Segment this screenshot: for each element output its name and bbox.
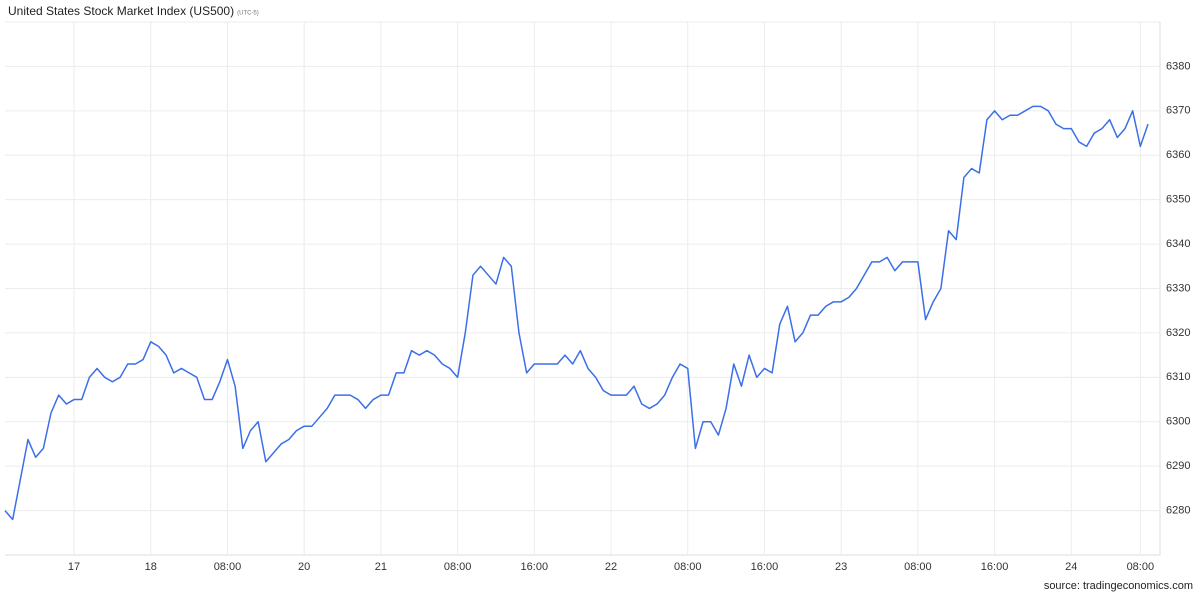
chart-title: United States Stock Market Index (US500): [8, 4, 234, 18]
y-tick-label: 6370: [1166, 105, 1190, 117]
x-tick-label: 22: [605, 561, 617, 573]
y-tick-label: 6310: [1166, 371, 1190, 383]
chart-subtitle: (UTC-5): [237, 11, 259, 17]
y-tick-label: 6350: [1166, 194, 1190, 206]
price-line: [4, 105, 1149, 521]
x-tick-label: 08:00: [674, 561, 702, 573]
y-tick-label: 6290: [1166, 460, 1190, 472]
y-tick-label: 6280: [1166, 504, 1190, 516]
y-tick-label: 6320: [1166, 327, 1190, 339]
x-tick-label: 08:00: [904, 561, 932, 573]
y-tick-label: 6300: [1166, 416, 1190, 428]
x-tick-label: 16:00: [751, 561, 779, 573]
x-tick-label: 23: [835, 561, 847, 573]
x-tick-label: 08:00: [444, 561, 472, 573]
x-tick-label: 16:00: [521, 561, 549, 573]
y-tick-label: 6360: [1166, 149, 1190, 161]
x-tick-label: 17: [68, 561, 80, 573]
x-tick-label: 08:00: [1127, 561, 1155, 573]
x-tick-label: 18: [145, 561, 157, 573]
y-tick-label: 6380: [1166, 60, 1190, 72]
x-tick-label: 08:00: [214, 561, 242, 573]
x-tick-label: 20: [298, 561, 310, 573]
source-note: source: tradingeconomics.com: [1044, 580, 1193, 592]
y-tick-label: 6330: [1166, 282, 1190, 294]
x-tick-label: 24: [1065, 561, 1077, 573]
y-tick-label: 6340: [1166, 238, 1190, 250]
x-tick-label: 16:00: [981, 561, 1009, 573]
x-tick-label: 21: [375, 561, 387, 573]
